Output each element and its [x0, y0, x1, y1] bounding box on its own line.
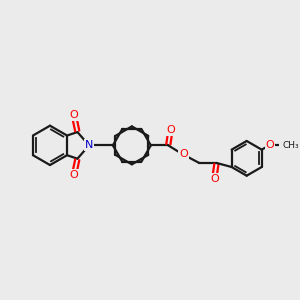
Text: O: O	[179, 149, 188, 159]
Text: O: O	[166, 124, 175, 135]
Text: O: O	[210, 174, 219, 184]
Text: O: O	[70, 110, 78, 120]
Text: O: O	[70, 170, 78, 180]
Text: CH₃: CH₃	[283, 140, 299, 149]
Text: N: N	[85, 140, 93, 150]
Text: O: O	[266, 140, 274, 150]
